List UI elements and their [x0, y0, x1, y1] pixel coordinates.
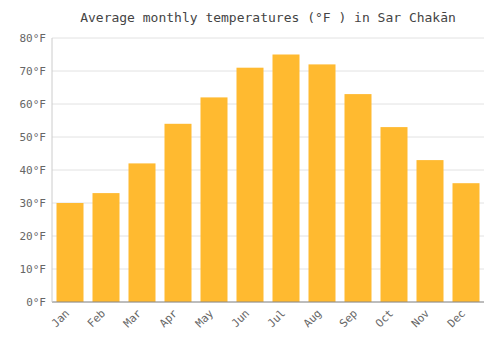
x-tick-label: Feb: [85, 307, 108, 330]
chart: Average monthly temperatures (°F ) in Sa…: [0, 0, 500, 350]
x-tick-label: Sep: [337, 307, 360, 330]
x-tick-label: Dec: [445, 307, 468, 330]
bar: [57, 203, 84, 302]
y-tick-label: 40°F: [20, 164, 47, 177]
bar: [165, 124, 192, 302]
y-tick-label: 70°F: [20, 65, 47, 78]
grid-line: [52, 302, 484, 303]
y-tick-label: 30°F: [20, 197, 47, 210]
bar: [201, 97, 228, 302]
grid-line: [52, 104, 484, 105]
y-tick-label: 10°F: [20, 263, 47, 276]
bar: [273, 55, 300, 303]
y-tick-label: 50°F: [20, 131, 47, 144]
grid-line: [52, 38, 484, 39]
bar: [309, 64, 336, 302]
bar: [345, 94, 372, 302]
y-tick-label: 60°F: [20, 98, 47, 111]
bar: [417, 160, 444, 302]
x-tick-label: Apr: [157, 307, 181, 331]
grid-line: [52, 71, 484, 72]
y-axis-line: [52, 38, 53, 302]
y-tick-label: 80°F: [20, 32, 47, 45]
bar: [453, 183, 480, 302]
bar: [237, 68, 264, 302]
bar: [93, 193, 120, 302]
x-tick-label: Mar: [121, 307, 145, 331]
y-tick-label: 20°F: [20, 230, 47, 243]
bar: [381, 127, 408, 302]
x-tick-label: Oct: [373, 307, 396, 330]
bar: [129, 163, 156, 302]
x-tick-label: Nov: [409, 307, 433, 331]
title: Average monthly temperatures (°F ) in Sa…: [80, 10, 456, 25]
x-tick-label: Jan: [49, 307, 72, 330]
x-tick-label: May: [193, 307, 217, 331]
grid-line: [52, 137, 484, 138]
x-tick-label: Jun: [229, 307, 252, 330]
x-tick-label: Jul: [265, 307, 288, 330]
y-tick-label: 0°F: [26, 296, 46, 309]
x-tick-label: Aug: [301, 307, 324, 330]
x-axis-line: [52, 302, 484, 303]
